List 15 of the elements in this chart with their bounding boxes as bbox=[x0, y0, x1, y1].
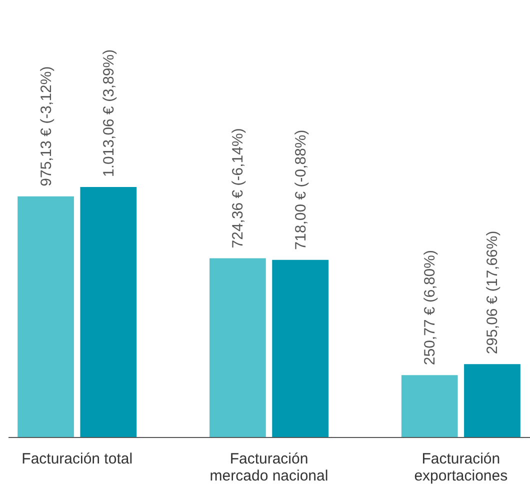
bar bbox=[272, 260, 328, 437]
data-label: 724,36 € (-6,14%) bbox=[230, 128, 247, 248]
bar bbox=[210, 258, 266, 437]
data-label: 295,06 € (17,66%) bbox=[484, 230, 502, 354]
x-tick-label: Facturación mercado nacional bbox=[210, 450, 328, 484]
data-label: 250,77 € (6,80%) bbox=[422, 250, 439, 366]
data-label: 975,13 € (-3,12%) bbox=[38, 66, 55, 186]
data-label: 1.013,06 € (3,89%) bbox=[100, 49, 118, 177]
bar bbox=[80, 187, 137, 437]
x-tick-label: Facturación total bbox=[22, 450, 133, 468]
data-label: 718,00 € (-0,88%) bbox=[292, 130, 310, 250]
x-tick-label: Facturación exportaciones bbox=[414, 450, 508, 484]
bar bbox=[464, 364, 520, 437]
bar bbox=[401, 375, 458, 437]
bar bbox=[18, 196, 74, 437]
